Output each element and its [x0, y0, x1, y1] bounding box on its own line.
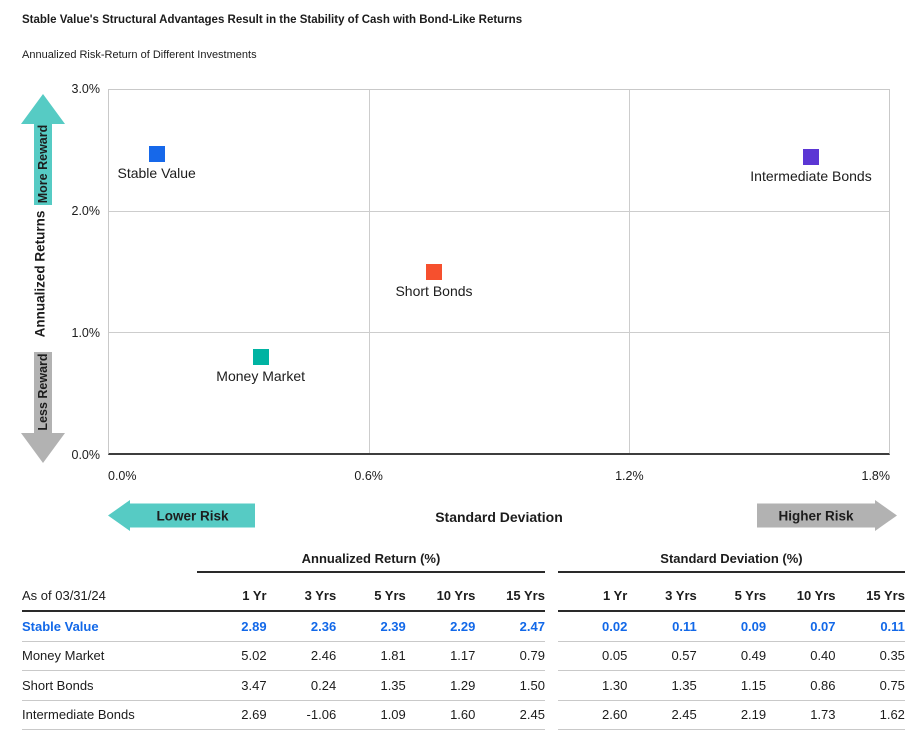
y-tick-label: 1.0% — [71, 326, 101, 340]
y-tick-label: 0.0% — [71, 448, 101, 462]
data-point-short-bonds — [426, 263, 442, 280]
x-tick-label: 0.0% — [108, 469, 137, 483]
lower-risk-label: Lower Risk — [156, 508, 229, 523]
table-cell: 2.45 — [475, 701, 545, 730]
table-cell: 1.15 — [696, 671, 767, 701]
table-cell: 0.86 — [766, 671, 836, 701]
table-cell: 1.81 — [336, 642, 406, 671]
table-cell: -1.06 — [266, 701, 337, 730]
data-point-stable-value — [148, 146, 165, 163]
data-point-label-intermediate-bonds: Intermediate Bonds — [750, 167, 872, 184]
table-cell: 1.62 — [835, 701, 905, 730]
data-point-label-money-market: Money Market — [216, 368, 306, 385]
gridline-vertical — [628, 90, 630, 453]
table-cell: 1.60 — [405, 701, 476, 730]
table-cell: 0.11 — [627, 612, 697, 642]
chart-subtitle: Annualized Risk-Return of Different Inve… — [22, 49, 257, 61]
table-cell: 2.47 — [475, 612, 545, 642]
table-header-cell: 3 Yrs — [266, 573, 337, 612]
table-header-cell: 3 Yrs — [627, 573, 697, 612]
risk-return-chart: More Reward Annualized Returns Less Rewa… — [21, 82, 897, 531]
table-cell: 2.29 — [405, 612, 476, 642]
y-tick-label: 3.0% — [71, 82, 101, 96]
y-tick-label: 2.0% — [71, 204, 101, 218]
table-cell: 3.47 — [197, 671, 267, 701]
group-header-annualized-return: Annualized Return (%) — [197, 546, 545, 573]
table-cell: 0.07 — [766, 612, 836, 642]
x-axis-label: Standard Deviation — [435, 509, 563, 525]
table-cell: 2.60 — [557, 701, 628, 730]
left-arrow-icon — [108, 500, 255, 531]
table-cell: 1.35 — [336, 671, 406, 701]
table-row-label: Money Market — [22, 642, 197, 671]
group-header-standard-deviation: Standard Deviation (%) — [557, 546, 905, 573]
table-cell: 2.19 — [696, 701, 767, 730]
data-point-money-market — [252, 349, 269, 366]
table-cell: 1.09 — [336, 701, 406, 730]
more-reward-arrow: More Reward — [21, 94, 65, 205]
lower-risk-arrow: Lower Risk — [108, 500, 255, 531]
table-header-cell: 10 Yrs — [766, 573, 836, 612]
table-cell: 0.40 — [766, 642, 836, 671]
x-tick-label: 0.6% — [354, 469, 383, 483]
table-header-cell: 5 Yrs — [336, 573, 406, 612]
table-cell: 2.89 — [197, 612, 267, 642]
table-cell: 0.02 — [557, 612, 628, 642]
table-cell: 0.75 — [835, 671, 905, 701]
table-cell: 2.46 — [266, 642, 337, 671]
more-reward-label: More Reward — [36, 124, 50, 204]
gridline-horizontal — [109, 211, 889, 212]
table-cell: 2.36 — [266, 612, 337, 642]
table-cell: 2.45 — [627, 701, 697, 730]
table-cell: 1.30 — [557, 671, 628, 701]
table-cell: 0.79 — [475, 642, 545, 671]
table-cell: 1.29 — [405, 671, 476, 701]
table-cell: 0.49 — [696, 642, 767, 671]
as-of-label: As of 03/31/24 — [22, 573, 197, 612]
less-reward-label: Less Reward — [36, 353, 50, 431]
table-header-cell: 10 Yrs — [405, 573, 476, 612]
table-cell: 1.73 — [766, 701, 836, 730]
data-point-label-short-bonds: Short Bonds — [395, 282, 473, 299]
table-cell: 0.57 — [627, 642, 697, 671]
table-header-cell: 15 Yrs — [475, 573, 545, 612]
page-title: Stable Value's Structural Advantages Res… — [22, 14, 523, 26]
gridline-vertical — [368, 90, 370, 453]
table-cell: 0.11 — [835, 612, 905, 642]
x-tick-label: 1.2% — [615, 469, 644, 483]
plot-area: Stable Value Money Market Short Bonds Inter… — [108, 89, 890, 455]
table-header-cell: 15 Yrs — [835, 573, 905, 612]
table-cell: 5.02 — [197, 642, 267, 671]
table-row-label: Short Bonds — [22, 671, 197, 701]
up-arrow-icon — [21, 94, 65, 205]
data-point-intermediate-bonds — [803, 148, 819, 165]
data-point-label-stable-value: Stable Value — [117, 165, 196, 182]
performance-table: Annualized Return (%) Standard Deviation… — [22, 546, 905, 730]
higher-risk-label: Higher Risk — [778, 508, 854, 523]
down-arrow-icon — [21, 352, 65, 463]
gridline-horizontal — [109, 332, 889, 333]
table-header-cell: 1 Yr — [197, 573, 267, 612]
table-cell: 1.50 — [475, 671, 545, 701]
higher-risk-arrow: Higher Risk — [757, 500, 897, 531]
table-cell: 1.17 — [405, 642, 476, 671]
table-cell: 0.05 — [557, 642, 628, 671]
table-cell: 0.35 — [835, 642, 905, 671]
right-arrow-icon — [757, 500, 897, 531]
table-cell: 2.39 — [336, 612, 406, 642]
table-cell: 0.09 — [696, 612, 767, 642]
less-reward-arrow: Less Reward — [21, 352, 65, 463]
y-axis-label: Annualized Returns — [32, 210, 48, 338]
table-row-label: Stable Value — [22, 612, 197, 642]
table-cell: 0.24 — [266, 671, 337, 701]
x-tick-label: 1.8% — [861, 469, 891, 483]
table-row-label: Intermediate Bonds — [22, 701, 197, 730]
table-cell: 1.35 — [627, 671, 697, 701]
table-header-cell: 1 Yr — [557, 573, 628, 612]
table-header-cell: 5 Yrs — [696, 573, 767, 612]
table-cell: 2.69 — [197, 701, 267, 730]
